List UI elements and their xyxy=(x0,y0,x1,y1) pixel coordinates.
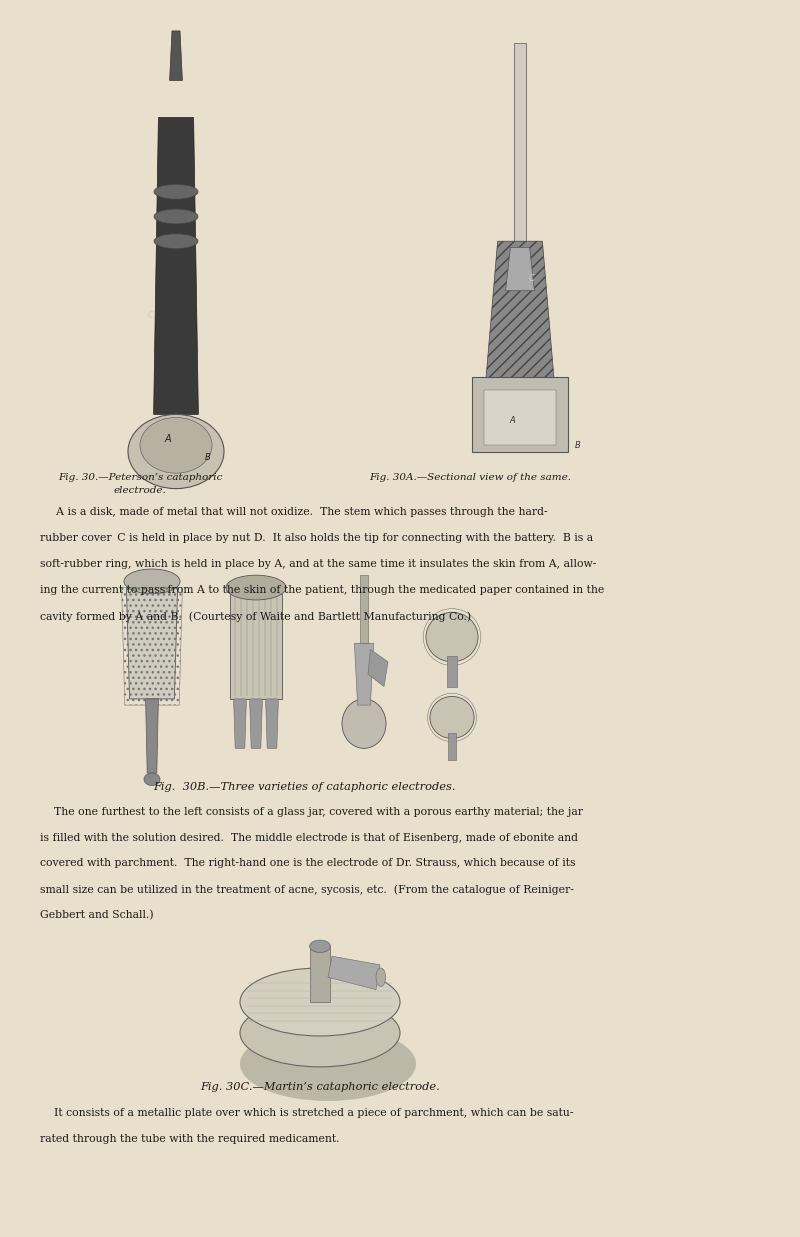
Polygon shape xyxy=(360,575,368,643)
Text: electrode.: electrode. xyxy=(114,486,166,495)
Polygon shape xyxy=(250,699,262,748)
Ellipse shape xyxy=(154,184,198,199)
Text: cavity formed by A and B.  (Courtesy of Waite and Bartlett Manufacturing Co.): cavity formed by A and B. (Courtesy of W… xyxy=(40,611,471,622)
Ellipse shape xyxy=(226,575,286,600)
Polygon shape xyxy=(484,390,556,445)
Polygon shape xyxy=(146,699,158,773)
Text: A: A xyxy=(509,416,515,426)
Text: C: C xyxy=(529,273,535,283)
Text: soft-rubber ring, which is held in place by A, and at the same time it insulates: soft-rubber ring, which is held in place… xyxy=(40,559,596,569)
Polygon shape xyxy=(447,656,457,687)
Ellipse shape xyxy=(128,414,224,489)
Text: C: C xyxy=(147,310,154,320)
Ellipse shape xyxy=(154,234,198,249)
Ellipse shape xyxy=(240,1027,416,1101)
Polygon shape xyxy=(154,118,198,414)
Ellipse shape xyxy=(144,773,160,785)
Text: Fig. 30.—Peterson’s cataphoric: Fig. 30.—Peterson’s cataphoric xyxy=(58,473,222,481)
Polygon shape xyxy=(514,43,526,266)
Polygon shape xyxy=(368,649,388,687)
Polygon shape xyxy=(328,956,380,990)
Text: The one furthest to the left consists of a glass jar, covered with a porous eart: The one furthest to the left consists of… xyxy=(40,807,583,816)
Text: A: A xyxy=(165,434,171,444)
Ellipse shape xyxy=(240,999,400,1066)
Text: rated through the tube with the required medicament.: rated through the tube with the required… xyxy=(40,1134,339,1144)
Ellipse shape xyxy=(154,209,198,224)
Polygon shape xyxy=(472,377,568,452)
Polygon shape xyxy=(126,588,178,699)
Ellipse shape xyxy=(376,969,386,987)
Text: Fig.  30B.—Three varieties of cataphoric electrodes.: Fig. 30B.—Three varieties of cataphoric … xyxy=(153,782,455,792)
Polygon shape xyxy=(354,643,374,705)
Text: A is a disk, made of metal that will not oxidize.  The stem which passes through: A is a disk, made of metal that will not… xyxy=(40,507,548,517)
Text: B: B xyxy=(205,453,211,463)
Text: rubber cover  C is held in place by nut D.  It also holds the tip for connecting: rubber cover C is held in place by nut D… xyxy=(40,533,593,543)
Text: covered with parchment.  The right-hand one is the electrode of Dr. Strauss, whi: covered with parchment. The right-hand o… xyxy=(40,858,575,868)
Text: B: B xyxy=(574,440,581,450)
Ellipse shape xyxy=(342,699,386,748)
Polygon shape xyxy=(234,699,246,748)
Polygon shape xyxy=(310,946,330,1002)
Polygon shape xyxy=(266,699,278,748)
Polygon shape xyxy=(448,734,456,760)
Polygon shape xyxy=(506,247,534,291)
Ellipse shape xyxy=(430,696,474,738)
Ellipse shape xyxy=(426,612,478,662)
Polygon shape xyxy=(230,594,282,699)
Text: Fig. 30C.—Martin’s cataphoric electrode.: Fig. 30C.—Martin’s cataphoric electrode. xyxy=(200,1082,440,1092)
Polygon shape xyxy=(484,241,556,402)
Polygon shape xyxy=(170,31,182,80)
Text: ing the current to pass from A to the skin of the patient, through the medicated: ing the current to pass from A to the sk… xyxy=(40,585,604,595)
Ellipse shape xyxy=(140,418,212,473)
Text: Gebbert and Schall.): Gebbert and Schall.) xyxy=(40,910,154,920)
Text: It consists of a metallic plate over which is stretched a piece of parchment, wh: It consists of a metallic plate over whi… xyxy=(40,1108,574,1118)
Ellipse shape xyxy=(310,940,330,952)
Text: Fig. 30A.—Sectional view of the same.: Fig. 30A.—Sectional view of the same. xyxy=(370,473,571,481)
Ellipse shape xyxy=(240,967,400,1037)
Text: small size can be utilized in the treatment of acne, sycosis, etc.  (From the ca: small size can be utilized in the treatm… xyxy=(40,884,574,896)
Text: is filled with the solution desired.  The middle electrode is that of Eisenberg,: is filled with the solution desired. The… xyxy=(40,833,578,842)
Ellipse shape xyxy=(124,569,180,594)
